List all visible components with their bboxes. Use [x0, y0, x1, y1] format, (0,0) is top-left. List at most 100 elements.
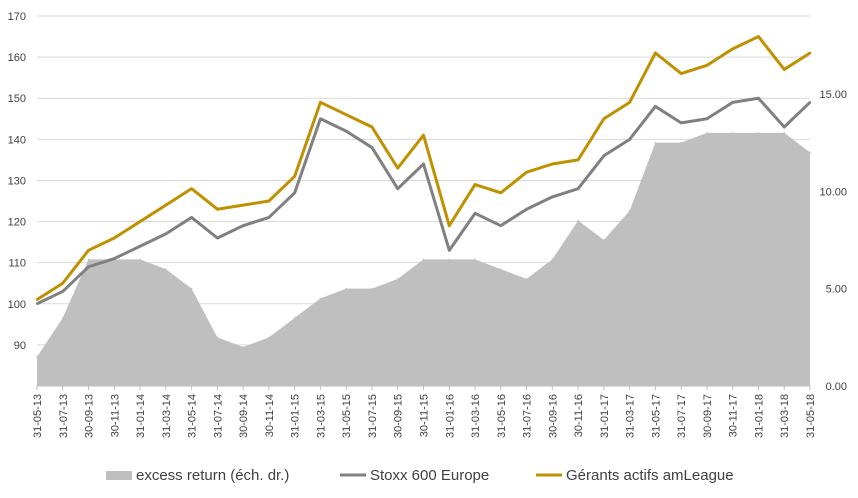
- x-tick-label: 30-11-17: [728, 394, 740, 437]
- x-tick-label: 31-03-16: [470, 394, 482, 438]
- y-left-tick-label: 130: [8, 175, 26, 187]
- stoxx-600-europe-point: [473, 212, 477, 215]
- excess-return-point: [577, 219, 579, 222]
- g-rants-actifs-amleague-point: [216, 208, 219, 211]
- excess-return-point: [680, 141, 682, 144]
- x-tick-label: 31-05-16: [496, 394, 508, 438]
- stoxx-600-europe-point: [190, 216, 193, 219]
- excess-return-point: [371, 287, 373, 290]
- axes: 90 100 110 120 130 140 150 160 170 0.00 5.00 10.00 1…: [8, 11, 847, 438]
- stoxx-600-europe-point: [628, 138, 631, 141]
- stoxx-600-europe-point: [654, 105, 657, 108]
- g-rants-actifs-amleague-point: [525, 171, 528, 174]
- g-rants-actifs-amleague-point: [654, 51, 657, 55]
- stoxx-600-europe-point: [679, 121, 683, 125]
- stoxx-600-europe-point: [448, 249, 451, 252]
- stoxx-600-europe-point: [164, 232, 168, 236]
- x-tick-label: 31-05-15: [341, 394, 353, 438]
- legend-label: Stoxx 600 Europe: [370, 467, 489, 484]
- g-rants-actifs-amleague-point: [731, 47, 734, 51]
- stoxx-600-europe-point: [216, 236, 219, 240]
- excess-return-point: [448, 258, 451, 261]
- stoxx-600-europe-point: [602, 154, 606, 157]
- y-left-tick-label: 170: [8, 11, 26, 23]
- stoxx-600-europe-point: [61, 290, 64, 293]
- g-rants-actifs-amleague-point: [576, 158, 580, 162]
- stoxx-600-europe-point: [783, 125, 786, 129]
- excess-return-point: [706, 132, 708, 134]
- x-tick-label: 30-09-14: [238, 394, 250, 438]
- g-rants-actifs-amleague-point: [551, 162, 554, 166]
- x-tick-label: 31-03-15: [315, 394, 327, 438]
- excess-return-point: [165, 268, 167, 270]
- stoxx-600-europe-point: [345, 129, 348, 133]
- g-rants-actifs-amleague-point: [293, 175, 296, 178]
- x-tick-label: 31-03-17: [625, 394, 637, 438]
- stoxx-600-europe-point: [576, 187, 580, 190]
- excess-return-point: [242, 346, 244, 348]
- g-rants-actifs-amleague-point: [87, 249, 90, 252]
- g-rants-actifs-amleague-point: [396, 166, 399, 170]
- excess-return-point: [293, 317, 296, 319]
- excess-return-point: [474, 258, 476, 261]
- stoxx-600-europe-point: [705, 117, 709, 120]
- excess-return-point: [345, 287, 348, 290]
- y-left-tick-label: 100: [8, 299, 26, 311]
- line-series-layer: [35, 35, 812, 306]
- g-rants-actifs-amleague-point: [757, 35, 760, 38]
- y-right-tick-label: 0.00: [826, 381, 847, 393]
- g-rants-actifs-amleague-point: [345, 113, 348, 116]
- x-tick-label: 30-11-15: [419, 394, 431, 437]
- excess-return-point: [216, 336, 219, 339]
- g-rants-actifs-amleague-point: [783, 68, 786, 71]
- y-right-tick-label: 10.00: [819, 186, 847, 198]
- excess-return-point: [396, 278, 399, 280]
- stoxx-600-europe-point: [370, 146, 374, 149]
- excess-return-point: [422, 258, 425, 261]
- stoxx-600-europe-point: [731, 101, 734, 104]
- stoxx-600-europe-point: [87, 265, 90, 268]
- stoxx-600-europe-point: [396, 187, 399, 190]
- excess-return-point: [319, 297, 322, 300]
- excess-return-point: [809, 151, 811, 154]
- excess-return-point: [783, 132, 786, 134]
- stoxx-600-europe-point: [35, 302, 39, 305]
- y-right-tick-label: 5.00: [826, 284, 847, 296]
- excess-return-area-layer: [36, 132, 811, 386]
- stoxx-600-europe-point: [267, 216, 271, 219]
- x-tick-label: 31-01-15: [290, 394, 302, 438]
- y-left-tick-label: 150: [8, 93, 26, 105]
- x-tick-label: 30-09-16: [547, 394, 559, 438]
- x-tick-label: 31-05-17: [650, 394, 662, 438]
- g-rants-actifs-amleague-point: [164, 203, 168, 207]
- stoxx-600-europe-point: [422, 162, 425, 166]
- excess-return-point: [525, 278, 528, 280]
- g-rants-actifs-amleague-point: [448, 224, 451, 227]
- x-tick-label: 31-07-15: [367, 394, 379, 438]
- g-rants-actifs-amleague-point: [61, 282, 64, 285]
- stoxx-600-europe-point: [808, 101, 812, 104]
- stoxx-600-europe-point: [319, 117, 322, 120]
- g-rants-actifs-amleague-point: [808, 51, 812, 55]
- x-tick-label: 31-01-16: [444, 394, 456, 438]
- legend-label: excess return (éch. dr.): [136, 467, 289, 484]
- stoxx-600-europe-point: [241, 224, 245, 227]
- g-rants-actifs-amleague-point: [705, 64, 709, 67]
- x-tick-label: 31-07-14: [212, 394, 224, 438]
- excess-return-point: [551, 258, 554, 261]
- x-tick-label: 31-03-14: [161, 394, 173, 438]
- x-tick-label: 31-07-17: [676, 394, 688, 438]
- legend-label: Gérants actifs amLeague: [566, 467, 734, 484]
- g-rants-actifs-amleague-point: [267, 199, 271, 203]
- x-tick-label: 31-01-18: [753, 394, 765, 438]
- x-tick-label: 30-11-13: [109, 394, 121, 437]
- g-rants-actifs-amleague-point: [113, 236, 116, 240]
- g-rants-actifs-amleague-point: [190, 187, 193, 190]
- x-tick-label: 30-09-13: [84, 394, 96, 438]
- x-tick-label: 30-11-14: [264, 394, 276, 437]
- excess-return-point: [500, 268, 502, 270]
- x-tick-label: 31-07-13: [58, 394, 70, 438]
- g-rants-actifs-amleague-point: [319, 101, 322, 104]
- x-tick-label: 30-09-15: [393, 394, 405, 438]
- stoxx-600-europe-point: [499, 224, 502, 227]
